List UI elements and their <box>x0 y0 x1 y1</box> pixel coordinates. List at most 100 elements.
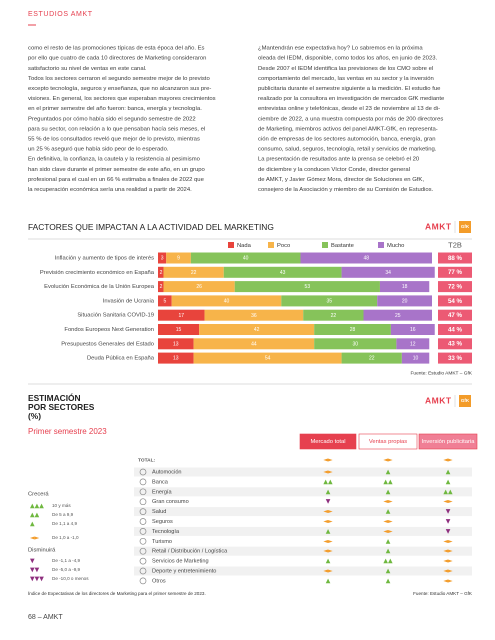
sector-icon <box>139 478 147 486</box>
bar-value: 22 <box>331 313 337 319</box>
bar-value: 2 <box>160 284 163 290</box>
sector-icon <box>139 577 147 585</box>
trend-symbol: ◄► <box>443 558 453 565</box>
sector-icon <box>139 508 147 515</box>
legend-swatch <box>268 242 274 248</box>
body-line: ción de empresas de los sectores automoc… <box>258 136 435 142</box>
trend-symbol: ◄► <box>323 568 333 575</box>
legend-symbol: ▼ <box>30 558 35 565</box>
bar-segment <box>234 281 380 293</box>
row-band <box>134 467 472 477</box>
bar-value: 9 <box>177 256 180 262</box>
trend-symbol: ▲▲ <box>383 478 393 485</box>
legend-symbol: ▲▲ <box>30 512 40 519</box>
factor-label: Evolución Económica de la Unión Europea <box>44 284 155 290</box>
body-line: la recuperación económica sería una real… <box>28 187 192 193</box>
bar-value: 15 <box>176 327 182 333</box>
trend-symbol: ◄► <box>323 538 333 545</box>
column-header: Inversión publicitaria <box>422 439 476 445</box>
body-line: En definitiva, la confianza, la cautela … <box>28 157 201 163</box>
trend-symbol: ▲▲ <box>443 488 453 495</box>
bar-segment <box>379 281 430 293</box>
t2b-cell <box>438 338 472 350</box>
trend-symbol: ◄► <box>443 498 453 505</box>
bar-value: 54 <box>265 356 271 362</box>
legend-label: De 1,0 a -1,0 <box>52 535 79 540</box>
sector-icon <box>139 547 147 555</box>
row-band <box>134 526 472 536</box>
body-line: de Marketing, miembros activos del panel… <box>258 126 438 132</box>
legend-symbol: ▼▼▼ <box>30 576 44 583</box>
column-header-box <box>418 433 478 450</box>
body-line: ¿Mantendrán ese expectativa hoy? Lo sabr… <box>258 46 423 52</box>
body-line: profesional para el cual en un 66 % esti… <box>28 177 205 183</box>
sector-name: Otros <box>152 578 166 584</box>
t2b-value: 33 % <box>448 355 463 362</box>
bar-segment <box>163 266 224 278</box>
sector-name: Deporte y entretenimiento <box>152 568 216 574</box>
trend-symbol: ▲ <box>386 469 391 476</box>
trend-symbol: ◄► <box>323 469 333 476</box>
bar-value: 5 <box>163 299 166 305</box>
sector-name: Retail / Distribución / Logística <box>152 549 228 555</box>
legend-title: Crecerá <box>28 492 49 498</box>
trend-symbol: ◄► <box>443 548 453 555</box>
bar-segment <box>158 252 167 264</box>
trend-symbol: ▲▲ <box>323 478 333 485</box>
bar-value: 17 <box>179 313 185 319</box>
bar-segment <box>341 266 435 278</box>
legend-label: De -10,0 o menos <box>52 576 89 581</box>
legend-symbol: ▲ <box>30 521 35 528</box>
row-band <box>134 576 472 586</box>
trend-symbol: ◄► <box>323 457 333 464</box>
row-band <box>134 507 472 517</box>
t2b-cell <box>438 252 472 264</box>
body-line: satisfactorio su nivel de ventas en este… <box>28 66 147 72</box>
legend-label: Bastante <box>331 243 354 249</box>
bar-value: 22 <box>191 270 197 276</box>
legend-label: Nada <box>237 243 252 249</box>
body-line: realizado por la consultora en investiga… <box>258 96 445 102</box>
trend-symbol: ▲ <box>326 528 331 535</box>
bar-segment <box>377 295 432 307</box>
body-line: por ello que cuatro de cada 10 directore… <box>28 56 206 62</box>
trend-symbol: ◄► <box>443 577 453 584</box>
t2b-value: 54 % <box>448 298 463 305</box>
sector-name: Turismo <box>152 539 172 545</box>
bar-value: 34 <box>385 270 391 276</box>
bar-segment <box>204 309 304 321</box>
row-band <box>134 536 472 546</box>
trend-symbol: ◄► <box>323 548 333 555</box>
t2b-cell <box>438 309 472 321</box>
trend-symbol: ◄► <box>383 498 393 505</box>
trend-symbol: ◄► <box>443 457 453 464</box>
trend-symbol: ▼ <box>446 518 451 525</box>
column-header-box <box>358 433 418 450</box>
sector-icon <box>139 557 147 565</box>
bar-segment <box>223 266 342 278</box>
sector-icon <box>139 567 147 575</box>
bar-segment <box>193 338 315 350</box>
bar-segment <box>303 309 364 321</box>
body-line: de AMKT, y Javier Gómez Mora, director d… <box>258 177 424 183</box>
bar-segment <box>199 324 315 335</box>
bar-segment <box>314 324 391 335</box>
sector-name: Banca <box>152 479 169 485</box>
sector-name: Automoción <box>152 469 182 475</box>
trend-symbol: ▲ <box>326 488 331 495</box>
bar-segment <box>158 352 194 364</box>
total-label: TOTAL: <box>138 457 156 463</box>
trend-symbol: ▼ <box>446 528 451 535</box>
footnote: Índice de Expectativas de los directores… <box>28 590 206 596</box>
trend-symbol: ◄► <box>443 538 453 545</box>
legend-label: De -5,0 a -9,9 <box>52 567 81 572</box>
sector-icon <box>139 488 147 496</box>
t2b-cell <box>438 281 472 293</box>
body-line: publicitaria durante el semestre siguien… <box>258 86 441 92</box>
bar-value: 48 <box>363 256 369 262</box>
factor-label: Inflación y aumento de tipos de interés <box>55 256 154 262</box>
bar-segment <box>158 295 172 307</box>
legend-symbol: ▼▼ <box>30 567 40 574</box>
t2b-cell <box>438 295 472 307</box>
sector-name: Servicios de Marketing <box>152 559 209 565</box>
